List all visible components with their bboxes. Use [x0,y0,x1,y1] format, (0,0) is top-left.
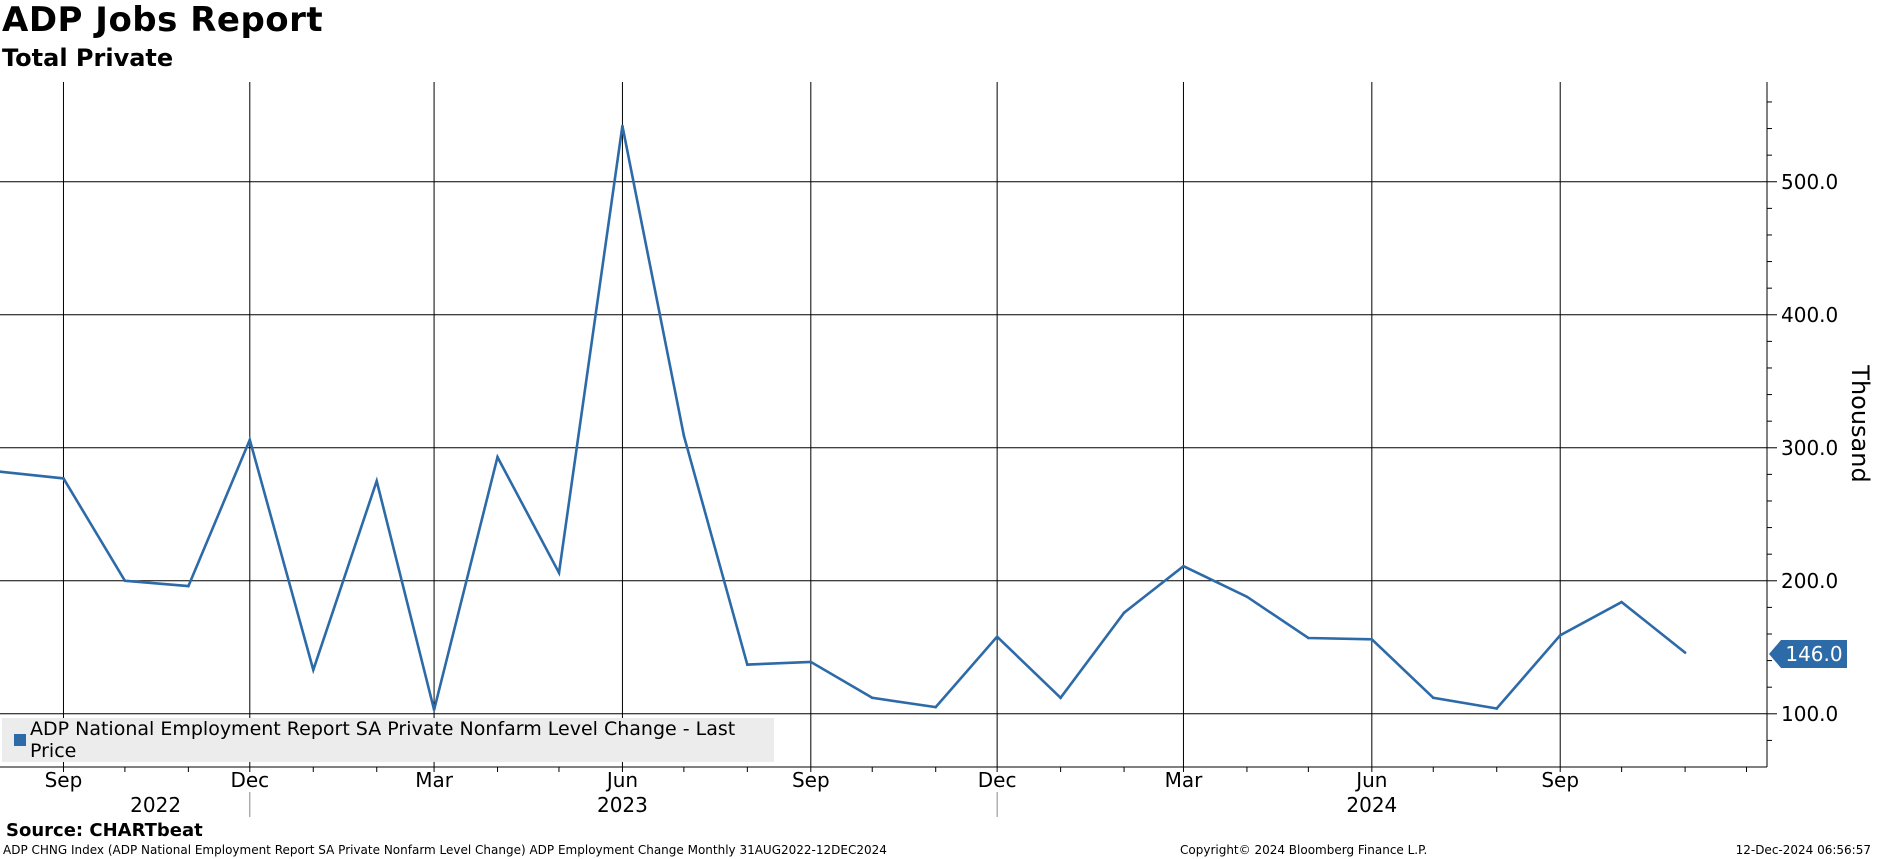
data-point [1558,634,1562,637]
x-tick-label: Mar [1165,768,1204,792]
y-tick-label: 200.0 [1781,569,1838,593]
chart-subtitle: Total Private [2,44,174,72]
x-tick-label: Jun [1354,768,1387,792]
data-point [809,660,813,664]
source-note: Source: CHARTbeat [6,820,203,841]
data-point [1122,611,1126,615]
axes [0,82,1777,817]
x-tick-label: Dec [978,768,1017,792]
axis-labels: 100.0 200.0 300.0 400.0 500.0 Thousand Sep Dec M… [45,170,1874,817]
last-price-arrow [1769,640,1781,668]
legend-swatch [14,734,26,746]
footer-series-info: ADP CHNG Index (ADP National Employment … [3,843,887,857]
x-tick-label: Sep [45,768,83,792]
data-point [557,571,561,575]
y-tick-label: 300.0 [1781,436,1838,460]
x-tick-label: Dec [230,768,269,792]
data-point [1495,707,1499,710]
data-point [0,470,2,474]
footer-timestamp: 12-Dec-2024 06:56:57 [1735,843,1871,857]
y-tick-label: 100.0 [1781,702,1838,726]
data-point [375,479,379,483]
data-point [248,438,252,442]
data-point [62,477,65,480]
data-point [123,579,127,583]
legend-label: ADP National Employment Report SA Privat… [30,718,736,762]
x-tick-label: Sep [1541,768,1579,792]
data-point [1245,595,1249,599]
data-point [934,705,938,709]
x-tick-label: Jun [605,768,638,792]
data-point [1059,696,1062,700]
data-point [746,663,749,666]
series-line [0,125,1686,711]
x-year-label: 2022 [130,793,181,817]
x-tick-label: Mar [415,768,454,792]
data-point [1620,600,1623,604]
y-tick-label: 500.0 [1781,170,1838,194]
x-year-label: 2023 [597,793,648,817]
y-tick-label: 400.0 [1781,303,1838,327]
data-point [870,696,874,700]
x-tick-label: Sep [792,768,830,792]
data-point [1307,636,1310,640]
data-point [1182,564,1185,568]
data-point [1683,651,1687,654]
data-point [432,708,436,712]
grid [0,82,1767,767]
data-point [1370,638,1374,641]
data-point [496,455,499,459]
last-price-badge: 146.0 [1781,640,1847,668]
chart-title: ADP Jobs Report [2,0,324,40]
data-point [1431,696,1435,700]
series-group [0,124,1687,712]
data-point [995,635,999,638]
data-point [311,668,315,672]
footer-copyright: Copyright© 2024 Bloomberg Finance L.P. [1180,843,1428,857]
legend: ADP National Employment Report SA Privat… [2,718,774,762]
data-point [187,584,190,588]
data-point [682,434,686,438]
y-axis-title: Thousand [1846,364,1874,482]
x-year-label: 2024 [1346,793,1397,817]
data-point [621,124,624,128]
